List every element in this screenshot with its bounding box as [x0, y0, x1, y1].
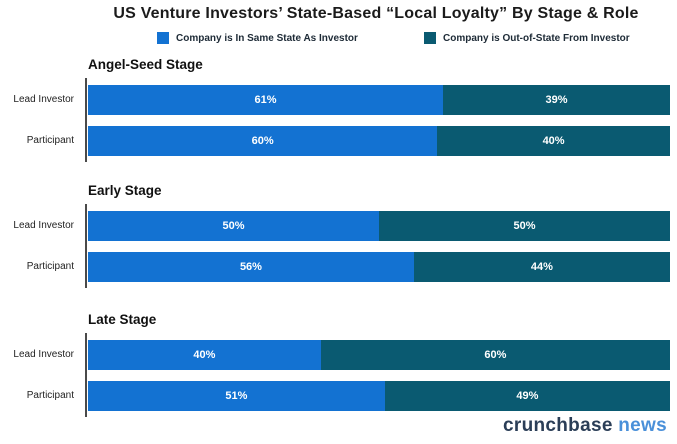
- segment-value: 39%: [545, 94, 568, 106]
- stacked-bar: 56% 44%: [88, 252, 670, 282]
- segment-in-state: 40%: [88, 340, 321, 370]
- bar-row: Participant 51% 49%: [0, 381, 677, 411]
- legend-swatch-out-of-state: [424, 32, 436, 44]
- segment-value: 40%: [542, 135, 565, 147]
- y-axis-line: [85, 78, 87, 162]
- segment-value: 60%: [251, 135, 274, 147]
- legend-label-out-of-state: Company is Out-of-State From Investor: [443, 32, 630, 44]
- segment-in-state: 61%: [88, 85, 444, 115]
- segment-value: 50%: [222, 220, 245, 232]
- segment-value: 56%: [239, 261, 262, 273]
- segment-value: 40%: [193, 349, 216, 361]
- chart-title: US Venture Investors’ State-Based “Local…: [113, 5, 639, 22]
- legend-item-out-of-state: Company is Out-of-State From Investor: [424, 32, 630, 44]
- group-title: Angel-Seed Stage: [88, 57, 203, 72]
- bar-row: Participant 56% 44%: [0, 252, 677, 282]
- y-axis-line: [85, 204, 87, 288]
- row-label: Participant: [26, 390, 74, 401]
- segment-in-state: 56%: [88, 252, 414, 282]
- legend-item-in-state: Company is In Same State As Investor: [157, 32, 358, 44]
- row-label: Lead Investor: [13, 94, 74, 105]
- crunchbase-news-logo: crunchbase news: [503, 415, 667, 437]
- group-title: Late Stage: [88, 312, 157, 327]
- bar-row: Lead Investor 61% 39%: [0, 85, 677, 115]
- stacked-bar: 61% 39%: [88, 85, 670, 115]
- segment-out-of-state: 49%: [384, 381, 670, 411]
- legend-label-in-state: Company is In Same State As Investor: [176, 32, 358, 44]
- stacked-bar: 50% 50%: [88, 211, 670, 241]
- chart-group-early-stage: Early Stage Lead Investor 50% 50% Partic…: [0, 183, 677, 313]
- row-label: Participant: [26, 135, 74, 146]
- stacked-bar: 60% 40%: [88, 126, 670, 156]
- segment-value: 44%: [530, 261, 553, 273]
- stacked-bar: 51% 49%: [88, 381, 670, 411]
- brand-text: crunchbase: [503, 415, 613, 436]
- segment-in-state: 60%: [88, 126, 438, 156]
- segment-out-of-state: 39%: [443, 85, 670, 115]
- segment-out-of-state: 50%: [379, 211, 670, 241]
- row-label: Lead Investor: [13, 349, 74, 360]
- segment-value: 60%: [484, 349, 507, 361]
- stacked-bar: 40% 60%: [88, 340, 670, 370]
- segment-value: 51%: [225, 390, 248, 402]
- chart-group-late-stage: Late Stage Lead Investor 40% 60% Partici…: [0, 312, 677, 442]
- bar-row: Participant 60% 40%: [0, 126, 677, 156]
- legend-swatch-in-state: [157, 32, 169, 44]
- segment-in-state: 51%: [88, 381, 385, 411]
- segment-value: 61%: [254, 94, 277, 106]
- row-label: Participant: [26, 261, 74, 272]
- bar-row: Lead Investor 50% 50%: [0, 211, 677, 241]
- row-label: Lead Investor: [13, 220, 74, 231]
- segment-value: 50%: [513, 220, 536, 232]
- y-axis-line: [85, 333, 87, 417]
- chart-group-angel-seed: Angel-Seed Stage Lead Investor 61% 39% P…: [0, 57, 677, 187]
- brand-suffix-text: news: [618, 415, 667, 436]
- bar-row: Lead Investor 40% 60%: [0, 340, 677, 370]
- segment-in-state: 50%: [88, 211, 379, 241]
- group-title: Early Stage: [88, 183, 162, 198]
- segment-out-of-state: 40%: [437, 126, 670, 156]
- segment-out-of-state: 44%: [413, 252, 670, 282]
- segment-value: 49%: [516, 390, 539, 402]
- segment-out-of-state: 60%: [320, 340, 670, 370]
